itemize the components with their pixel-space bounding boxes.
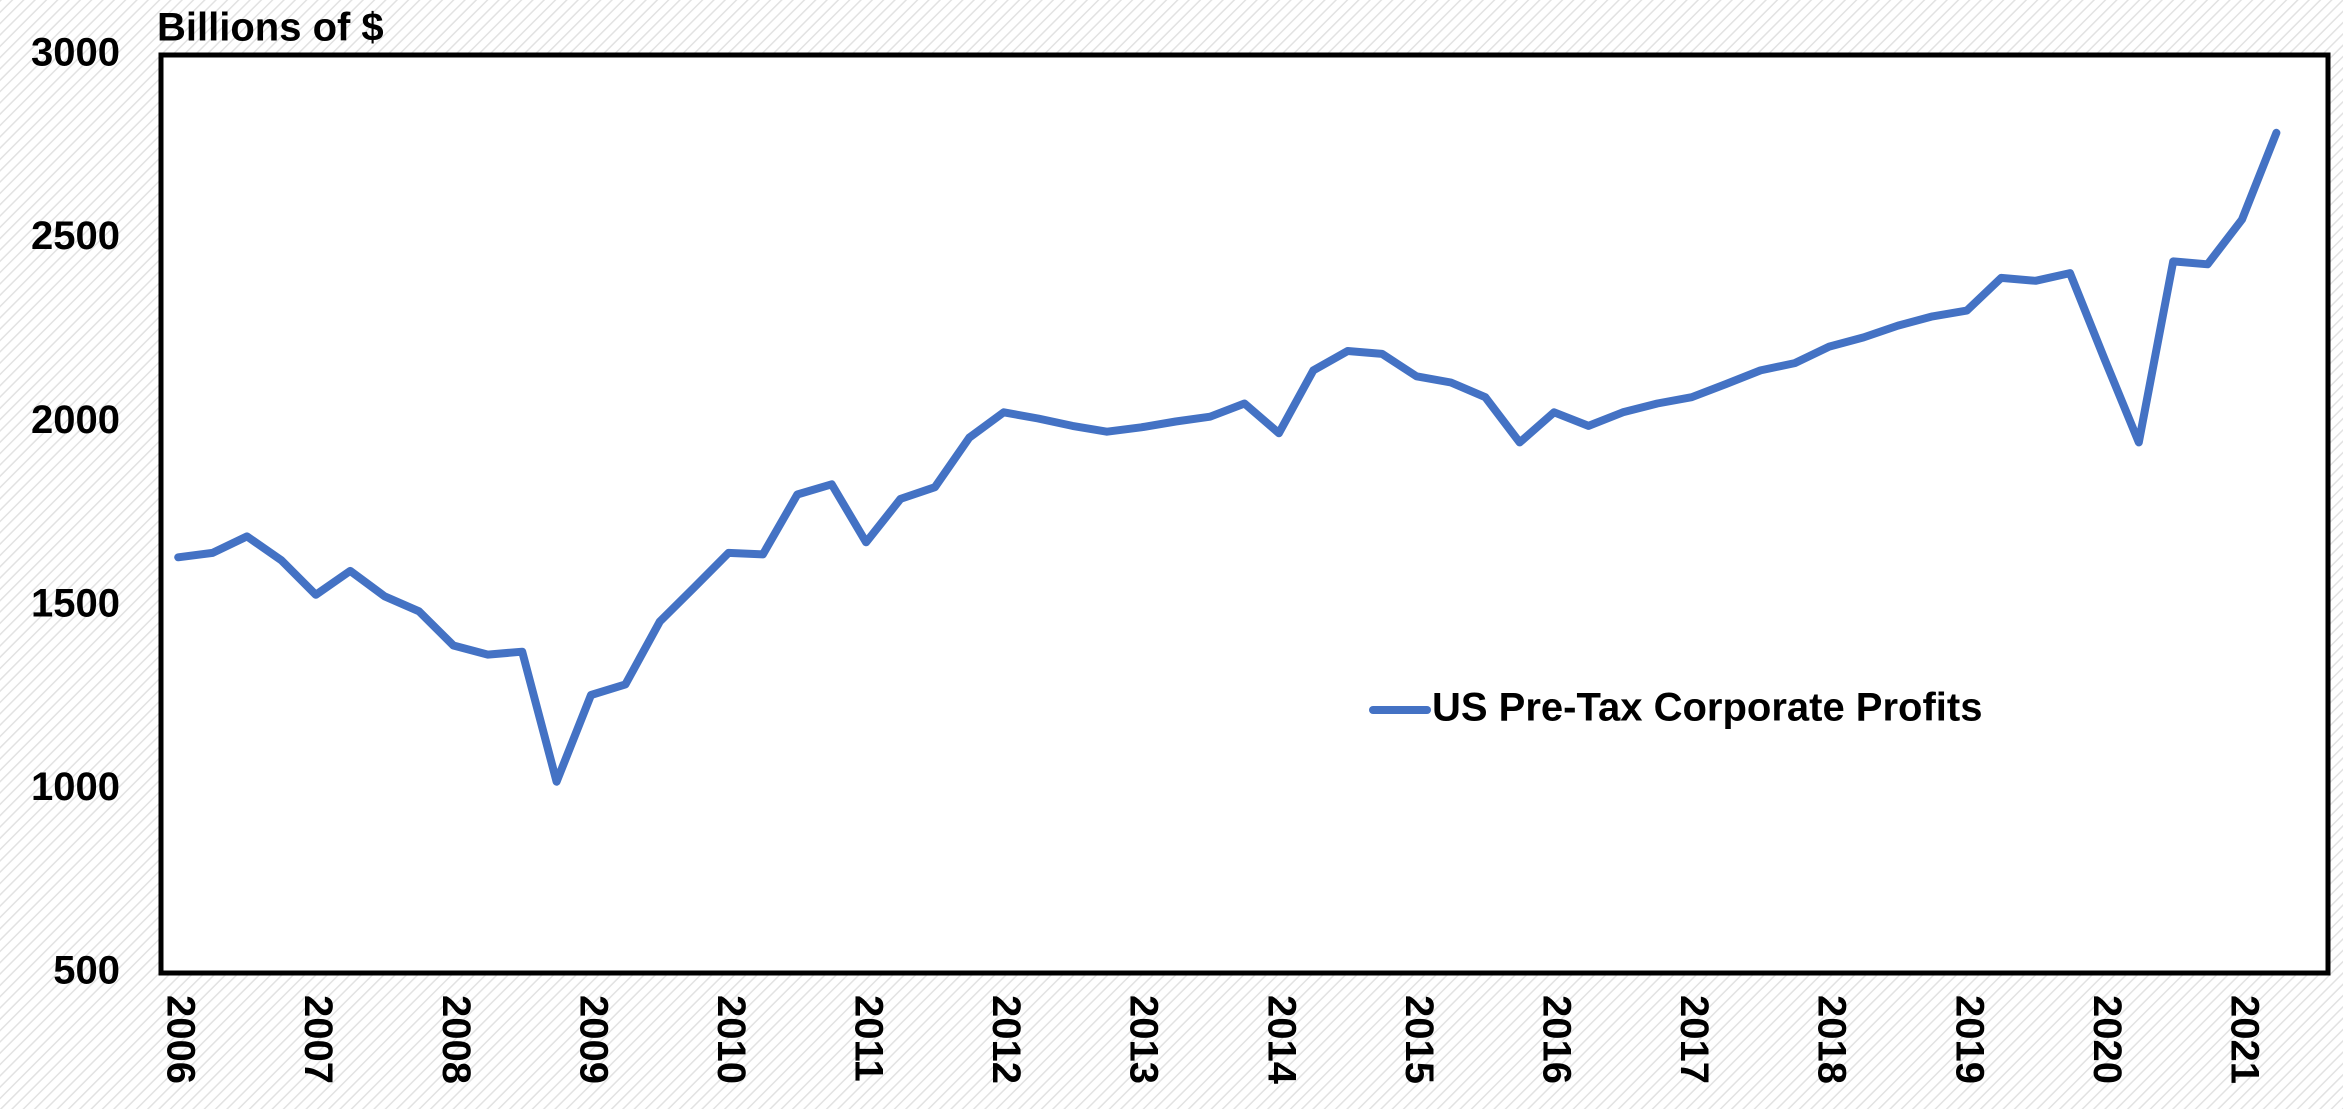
x-tick-label: 2008 [434,995,478,1084]
x-tick-label: 2020 [2085,995,2129,1084]
x-tick-label: 2017 [1672,995,1716,1084]
x-tick-label: 2011 [847,995,891,1082]
x-tick-label: 2006 [159,995,203,1084]
y-tick-label: 1500 [31,581,120,625]
x-tick-label: 2019 [1947,995,1991,1084]
plot-area [158,52,2331,976]
x-tick-label: 2010 [709,995,753,1084]
y-tick-label: 500 [53,949,120,993]
x-tick-label: 2016 [1535,995,1579,1084]
x-tick-label: 2018 [1810,995,1854,1084]
x-tick-label: 2015 [1397,995,1441,1084]
data-line [174,128,2281,786]
y-tick-label: 2500 [31,214,120,258]
y-tick-label: 1000 [31,765,120,809]
y-tick-label: 2000 [31,398,120,442]
x-tick-label: 2012 [984,995,1028,1084]
x-tick-label: 2009 [571,995,615,1084]
x-tick-label: 2021 [2222,995,2266,1084]
chart-title: Billions of $ [157,6,384,50]
y-tick-label: 3000 [31,31,120,75]
legend-label: US Pre-Tax Corporate Profits [1432,686,1983,730]
x-tick-label: 2014 [1259,995,1303,1085]
x-tick-label: 2007 [296,995,340,1084]
x-tick-label: 2013 [1122,995,1166,1084]
